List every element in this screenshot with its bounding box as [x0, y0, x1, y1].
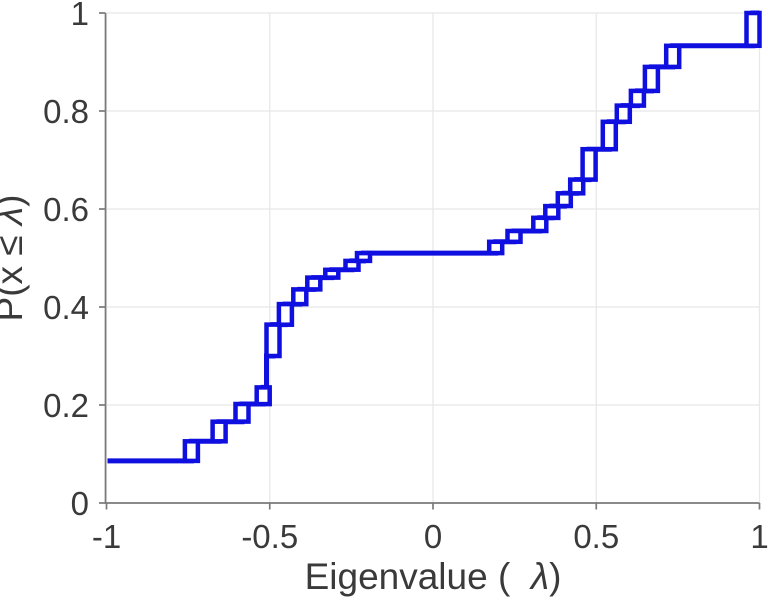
step-marker [210, 419, 228, 444]
tick-labels: -1 -0.5 0 0.5 1 0 0.2 0.4 0.6 0.8 1 [43, 0, 768, 555]
x-tick-label: -1 [92, 518, 121, 555]
step-marker [264, 322, 282, 359]
y-axis-label-text: P(x ≤ [0, 225, 30, 321]
step-marker [567, 177, 586, 196]
x-tick-label: 0 [424, 518, 442, 555]
x-axis-label-text: Eigenvalue ( [305, 556, 531, 597]
y-tick-label: 0.6 [43, 191, 89, 228]
step-marker [642, 64, 661, 94]
step-marker [744, 10, 762, 49]
y-tick-label: 0 [71, 485, 89, 522]
x-tick-label: 0.5 [573, 518, 619, 555]
step-marker [505, 228, 523, 245]
axes-spines [104, 13, 760, 504]
x-tick-label: 1 [750, 518, 768, 555]
step-marker [580, 146, 598, 182]
step-marker [323, 267, 341, 280]
step-marker [305, 275, 323, 292]
step-marker [531, 215, 549, 234]
step-marker [614, 103, 633, 125]
step-marker [276, 301, 295, 327]
x-axis-label: Eigenvalue ( λ) [305, 556, 562, 597]
step-marker [486, 239, 505, 256]
axis-ticks [99, 12, 761, 510]
y-tick-label: 0.2 [43, 387, 89, 424]
step-marker [182, 439, 201, 464]
step-marker [555, 191, 574, 209]
step-marker [354, 250, 373, 264]
step-marker [233, 401, 251, 424]
y-axis-label: P(x ≤ λ) [0, 195, 30, 322]
gridlines [105, 12, 761, 504]
lambda-symbol: λ [0, 207, 30, 227]
step-marker [663, 43, 682, 70]
x-tick-label: -0.5 [241, 518, 298, 555]
step-markers [182, 10, 762, 464]
step-marker [254, 385, 272, 407]
step-marker [628, 88, 647, 108]
y-tick-label: 0.4 [43, 289, 89, 326]
step-marker [600, 119, 619, 152]
step-marker [343, 258, 361, 272]
y-axis-label-close: ) [0, 195, 30, 207]
y-tick-label: 0.8 [43, 93, 89, 130]
y-tick-label: 1 [71, 0, 89, 32]
x-axis-label-close: ) [549, 556, 561, 597]
step-marker [291, 287, 309, 307]
lambda-symbol: λ [529, 556, 549, 597]
step-marker [543, 203, 561, 221]
